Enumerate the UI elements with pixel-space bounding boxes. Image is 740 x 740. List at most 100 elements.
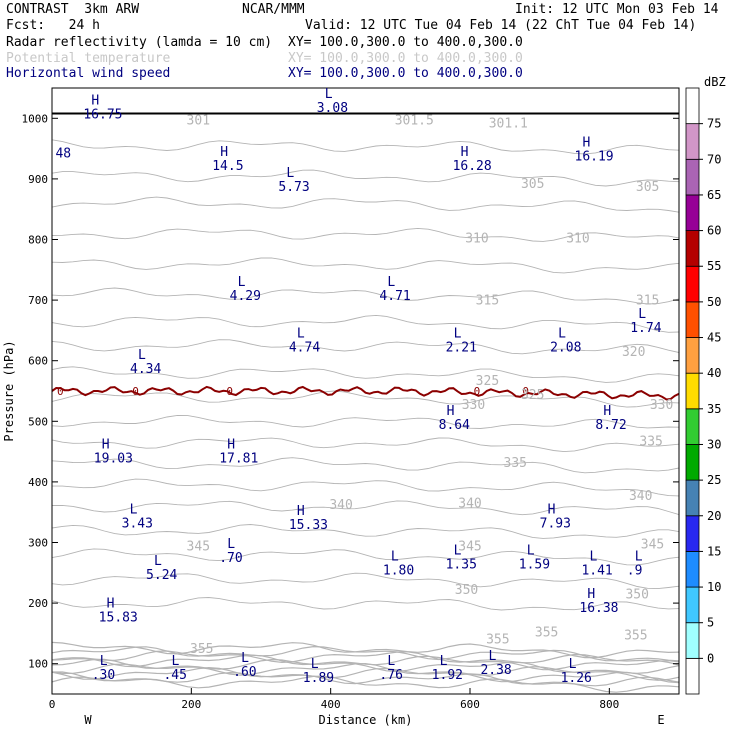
field-reflectivity-xy: XY= 100.0,300.0 to 400.0,300.0 (288, 35, 523, 50)
wind-extremum-value: 1.89 (303, 671, 334, 686)
valid-time-label: Valid: 12 UTC Tue 04 Feb 14 (22 ChT Tue … (305, 18, 697, 33)
theta-label: 301 (187, 113, 210, 128)
wind-extremum-value: 16.38 (579, 601, 618, 616)
field-theta-label: Potential temperature (6, 51, 171, 66)
wind-extremum-value: 4.71 (379, 289, 410, 304)
wind-extremum-value: 3.43 (122, 516, 153, 531)
colorbar-swatch (685, 586, 700, 624)
theta-contour (52, 548, 679, 566)
colorbar-tick-label: 20 (707, 509, 721, 523)
theta-label: 305 (521, 177, 544, 192)
theta-label: 301.5 (395, 113, 434, 128)
wind-extremum-type: H (107, 596, 115, 611)
wind-extremum-value: .70 (219, 551, 242, 566)
wind-extremum-value: .9 (627, 564, 643, 579)
theta-contour (52, 572, 679, 590)
theta-label: 345 (187, 539, 210, 554)
wind-extremum-type: H (447, 404, 455, 419)
freezing-level-label: 0 (226, 385, 233, 398)
theta-contour (52, 139, 679, 155)
wind-extremum-type: H (91, 93, 99, 108)
wind-extremum-value: 7.93 (540, 516, 571, 531)
theta-contour (52, 641, 679, 659)
y-tick-label: 700 (28, 294, 48, 307)
theta-label: 325 (521, 388, 544, 403)
colorbar-swatch (685, 657, 700, 695)
colorbar-tick-label: 15 (707, 544, 721, 558)
theta-label: 305 (636, 180, 659, 195)
colorbar-swatch (685, 301, 700, 338)
theta-label: 310 (465, 232, 488, 247)
wind-extremum-type: L (311, 657, 319, 672)
init-label: Init: 12 UTC Mon 03 Feb 14 (515, 2, 719, 17)
wind-extremum-value: 1.80 (383, 564, 414, 579)
theta-contour (52, 478, 679, 497)
wind-extremum-value: 17.81 (219, 452, 258, 467)
wind-extremum-type: H (603, 404, 611, 419)
colorbar-tick-label: 55 (707, 259, 721, 273)
wind-extremum-type: L (130, 502, 138, 517)
wind-extremum-value: .60 (233, 665, 256, 680)
theta-contour (52, 414, 679, 429)
theta-contour (52, 227, 679, 242)
wind-extremum-type: L (325, 87, 333, 102)
wind-extremum-value: 1.41 (581, 564, 612, 579)
colorbar-tick-label: 5 (707, 616, 714, 630)
wind-extremum-value: 5.73 (278, 180, 309, 195)
theta-label: 330 (462, 398, 485, 413)
colorbar-swatch (685, 551, 700, 588)
wind-extremum-value: 1.92 (432, 668, 463, 683)
theta-contour (52, 287, 679, 305)
freezing-level-label: 0 (57, 385, 64, 398)
wind-extremum-type: L (387, 654, 395, 669)
y-tick-label: 200 (28, 597, 48, 610)
colorbar-tick-label: 50 (707, 295, 721, 309)
wind-extremum-type: L (635, 550, 643, 565)
theta-label: 355 (624, 628, 647, 643)
theta-label: 315 (476, 293, 499, 308)
colorbar-tick-label: 0 (707, 651, 714, 665)
theta-contour (52, 196, 679, 213)
wind-extremum-type: H (461, 145, 469, 160)
colorbar-tick-label: 75 (707, 117, 721, 131)
wind-extremum-value: .30 (92, 668, 115, 683)
theta-contour (52, 339, 679, 355)
theta-label: 340 (629, 489, 652, 504)
y-axis-label: Pressure (hPa) (2, 340, 16, 441)
theta-label: 301.1 (489, 116, 528, 131)
theta-contour (52, 645, 679, 662)
wind-extremum-value: 15.33 (289, 518, 328, 533)
wind-extremum-type: L (589, 550, 597, 565)
y-tick-label: 100 (28, 658, 48, 671)
wind-extremum-value: 2.08 (550, 341, 581, 356)
colorbar-tick-label: 35 (707, 402, 721, 416)
wind-extremum-value: 4.34 (130, 362, 161, 377)
wind-extremum-type: L (241, 651, 249, 666)
wind-extremum-type: L (558, 327, 566, 342)
field-wind-label: Horizontal wind speed (6, 66, 171, 81)
theta-label: 310 (566, 232, 589, 247)
theta-contour (52, 257, 679, 274)
wind-extremum-type: L (440, 654, 448, 669)
wind-extremum-value: 1.59 (519, 558, 550, 573)
x-tick-label: 200 (181, 698, 201, 711)
wind-extremum-type: H (297, 504, 305, 519)
colorbar-swatch (685, 158, 700, 196)
colorbar-tick-label: 30 (707, 437, 721, 451)
x-tick-label: 0 (49, 698, 56, 711)
theta-label: 350 (455, 583, 478, 598)
wind-extremum-type: L (454, 327, 462, 342)
wind-extremum-type: L (238, 275, 246, 290)
theta-label: 355 (190, 642, 213, 657)
wind-extremum-value: 5.24 (146, 568, 177, 583)
colorbar-swatch (685, 515, 700, 552)
theta-contour (52, 500, 679, 516)
wind-extremum-value: 14.5 (212, 159, 243, 174)
wind-extremum-value: 3.08 (317, 101, 348, 116)
wind-extremum-value: 2.38 (480, 663, 511, 678)
colorbar-swatch (685, 372, 700, 410)
wind-extremum-value: 16.28 (453, 159, 492, 174)
theta-contour (52, 666, 679, 684)
x-tick-label: 400 (321, 698, 341, 711)
